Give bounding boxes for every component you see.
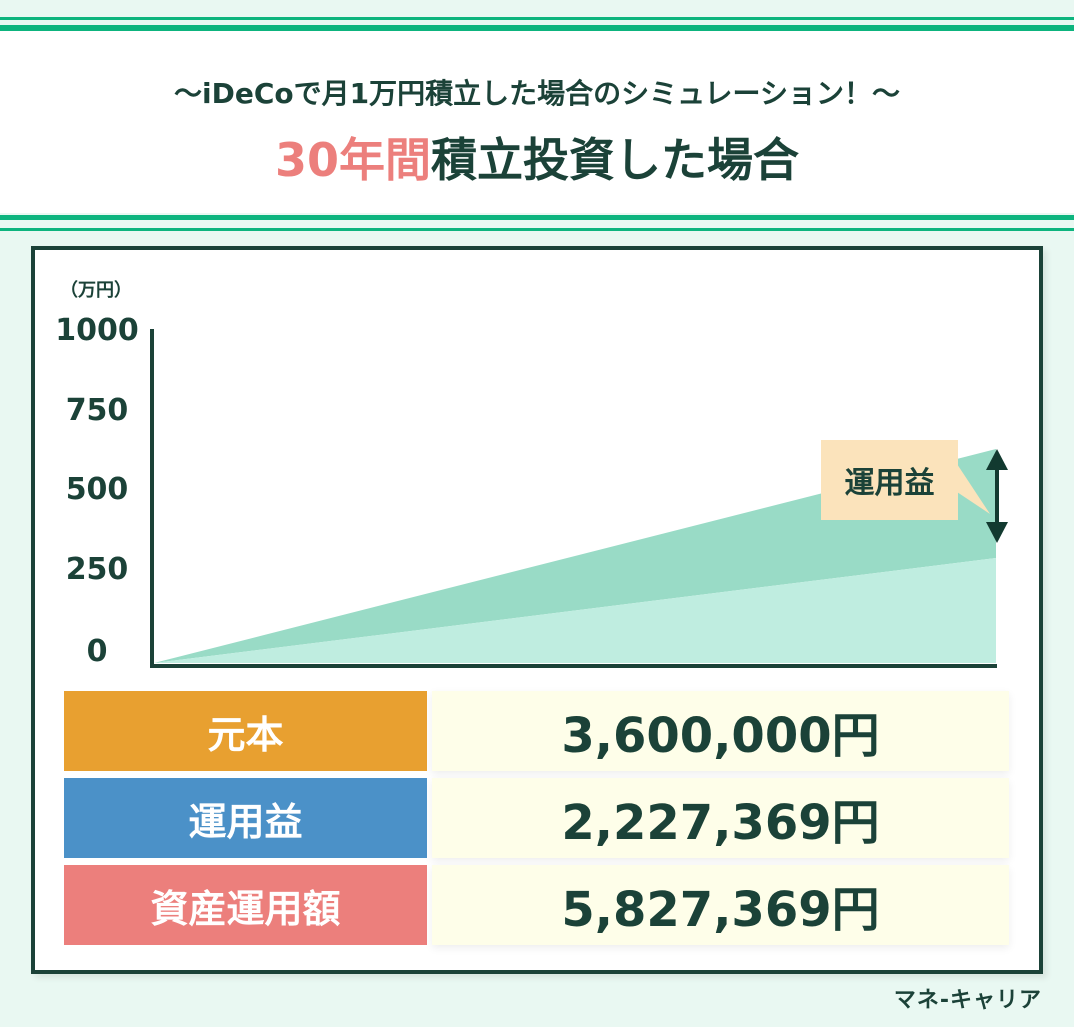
- y-tick-500: 500: [65, 472, 129, 507]
- y-tick-750: 750: [65, 393, 129, 428]
- y-tick-0: 0: [86, 634, 108, 669]
- y-axis-unit: （万円）: [60, 280, 132, 301]
- row-value: 3,600,000円: [432, 691, 1009, 771]
- title-accent: 30年間: [274, 133, 431, 187]
- summary-row-principal: 元本 3,600,000円: [64, 691, 1009, 771]
- title-rest: 積立投資した場合: [431, 133, 799, 187]
- summary-row-total: 資産運用額 5,827,369円: [64, 865, 1009, 945]
- callout-pointer: [957, 464, 990, 514]
- gain-callout: 運用益: [821, 440, 958, 520]
- double-arrow-icon: [986, 449, 1008, 543]
- bottom-stripe-thick: [0, 215, 1074, 220]
- summary-row-gain: 運用益 2,227,369円: [64, 778, 1009, 858]
- principal-area: [154, 558, 996, 663]
- header-panel: [0, 31, 1074, 213]
- top-stripe-thick: [0, 25, 1074, 31]
- top-stripe-thin: [0, 17, 1074, 20]
- subtitle: 〜iDeCoで月1万円積立した場合のシミュレーション！〜: [174, 77, 900, 110]
- y-tick-250: 250: [65, 552, 129, 587]
- y-tick-1000: 1000: [55, 313, 139, 348]
- row-value: 5,827,369円: [432, 865, 1009, 945]
- gain-area: [154, 449, 996, 663]
- row-label: 運用益: [64, 778, 427, 858]
- y-axis: [150, 329, 154, 668]
- row-label: 元本: [64, 691, 427, 771]
- bottom-stripe-thin: [0, 228, 1074, 231]
- row-label: 資産運用額: [64, 865, 427, 945]
- row-value: 2,227,369円: [432, 778, 1009, 858]
- brand-logo: マネ-キャリア: [893, 988, 1042, 1013]
- x-axis: [150, 664, 997, 668]
- page-title: 30年間積立投資した場合: [0, 124, 1074, 190]
